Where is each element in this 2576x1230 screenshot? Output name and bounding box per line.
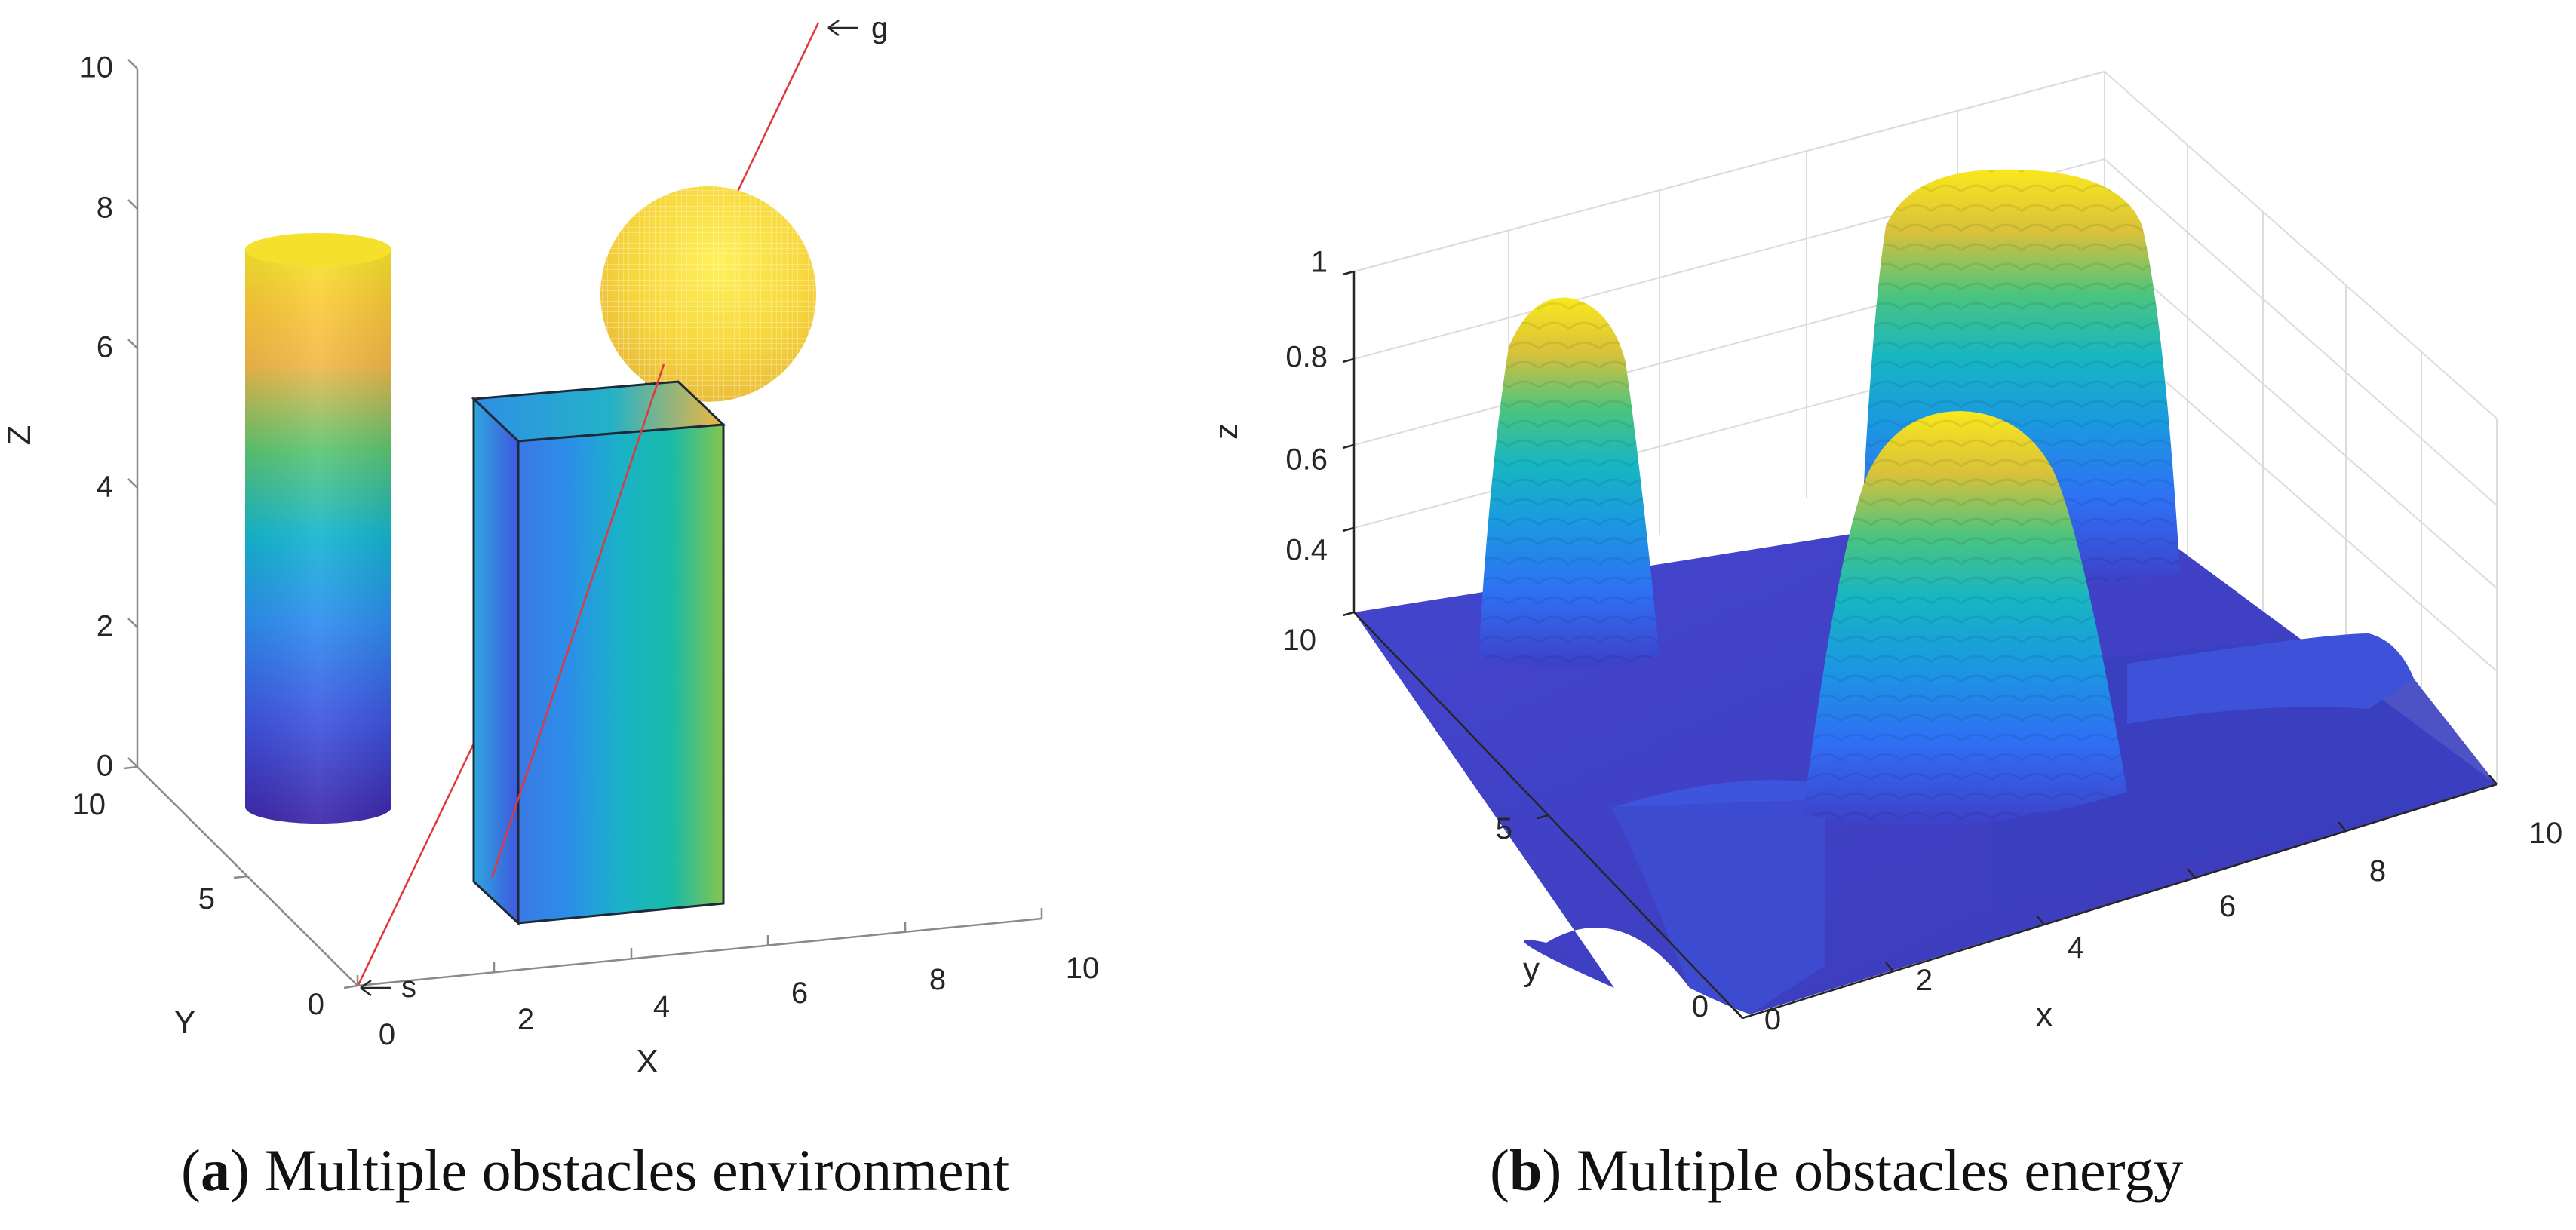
x-tick: 0	[379, 1018, 395, 1051]
y-tick: 10	[1283, 624, 1317, 657]
y-tick: 5	[198, 882, 215, 916]
start-marker: s	[360, 971, 416, 1004]
x-tick: 10	[2529, 817, 2563, 850]
z-tick: 4	[97, 471, 113, 504]
x-tick: 4	[653, 990, 670, 1023]
z-tick: 0.6	[1285, 443, 1328, 477]
x-tick: 4	[2068, 931, 2084, 965]
x-tick: 8	[2369, 854, 2386, 888]
z-tick: 0.4	[1285, 534, 1328, 567]
z-tick: 0.8	[1285, 341, 1328, 374]
y-tick: 10	[72, 788, 106, 821]
panel-b-tick-marks	[1342, 270, 2498, 1019]
caption-b: (b) Multiple obstacles energy	[1490, 1137, 2183, 1203]
caption-a-text: ) Multiple obstacles environment	[230, 1137, 1010, 1203]
x-tick: 10	[1066, 952, 1100, 985]
y-tick: 0	[1692, 990, 1709, 1023]
z-tick: 10	[80, 51, 114, 84]
x-tick: 8	[929, 963, 946, 996]
x-tick: 2	[517, 1003, 534, 1036]
caption-a: (a) Multiple obstacles environment	[181, 1137, 1010, 1203]
sphere-obstacle	[600, 186, 816, 402]
start-label: s	[401, 971, 416, 1004]
z-tick: 8	[97, 192, 113, 225]
caption-b-letter: b	[1509, 1137, 1542, 1203]
y-tick: 5	[1496, 812, 1512, 845]
z-tick: 2	[97, 610, 113, 643]
cylinder-obstacle	[245, 233, 391, 824]
x-tick: 6	[791, 977, 808, 1010]
peak-front	[1803, 411, 2127, 826]
x-axis-label: X	[636, 1043, 658, 1080]
goal-marker: g	[827, 11, 888, 44]
goal-label: g	[871, 11, 888, 44]
x-axis-label: x	[2036, 996, 2053, 1033]
z-tick: 1	[1311, 246, 1328, 279]
x-tick: 2	[1916, 964, 1933, 997]
box-obstacle	[471, 363, 726, 926]
y-axis-label: y	[1523, 951, 1540, 988]
z-axis-label: z	[1208, 423, 1245, 440]
z-tick: 6	[97, 331, 113, 364]
z-tick: 0	[97, 750, 113, 783]
y-tick: 0	[308, 988, 324, 1021]
x-tick: 6	[2219, 890, 2236, 923]
svg-text:(a) Multiple obstacles environ: (a) Multiple obstacles environment	[181, 1137, 1010, 1203]
z-axis-label: Z	[1, 425, 38, 446]
panel-a: 0 2 4 6 8 10 Z 0 5 10 Y 0 2 4 6 8 10 X	[1, 11, 1099, 1080]
svg-text:(b) Multiple obstacles energy: (b) Multiple obstacles energy	[1490, 1137, 2183, 1203]
caption-a-letter: a	[201, 1137, 230, 1203]
caption-b-text: ) Multiple obstacles energy	[1542, 1137, 2183, 1203]
panel-a-tick-marks	[123, 59, 1043, 989]
x-tick: 0	[1764, 1003, 1781, 1036]
peak-left	[1478, 297, 1660, 667]
y-axis-label: Y	[173, 1004, 195, 1041]
panel-b: 1 0.8 0.6 0.4 z 10 5 0 y 0 2 4 6 8 10 x	[1208, 71, 2563, 1036]
